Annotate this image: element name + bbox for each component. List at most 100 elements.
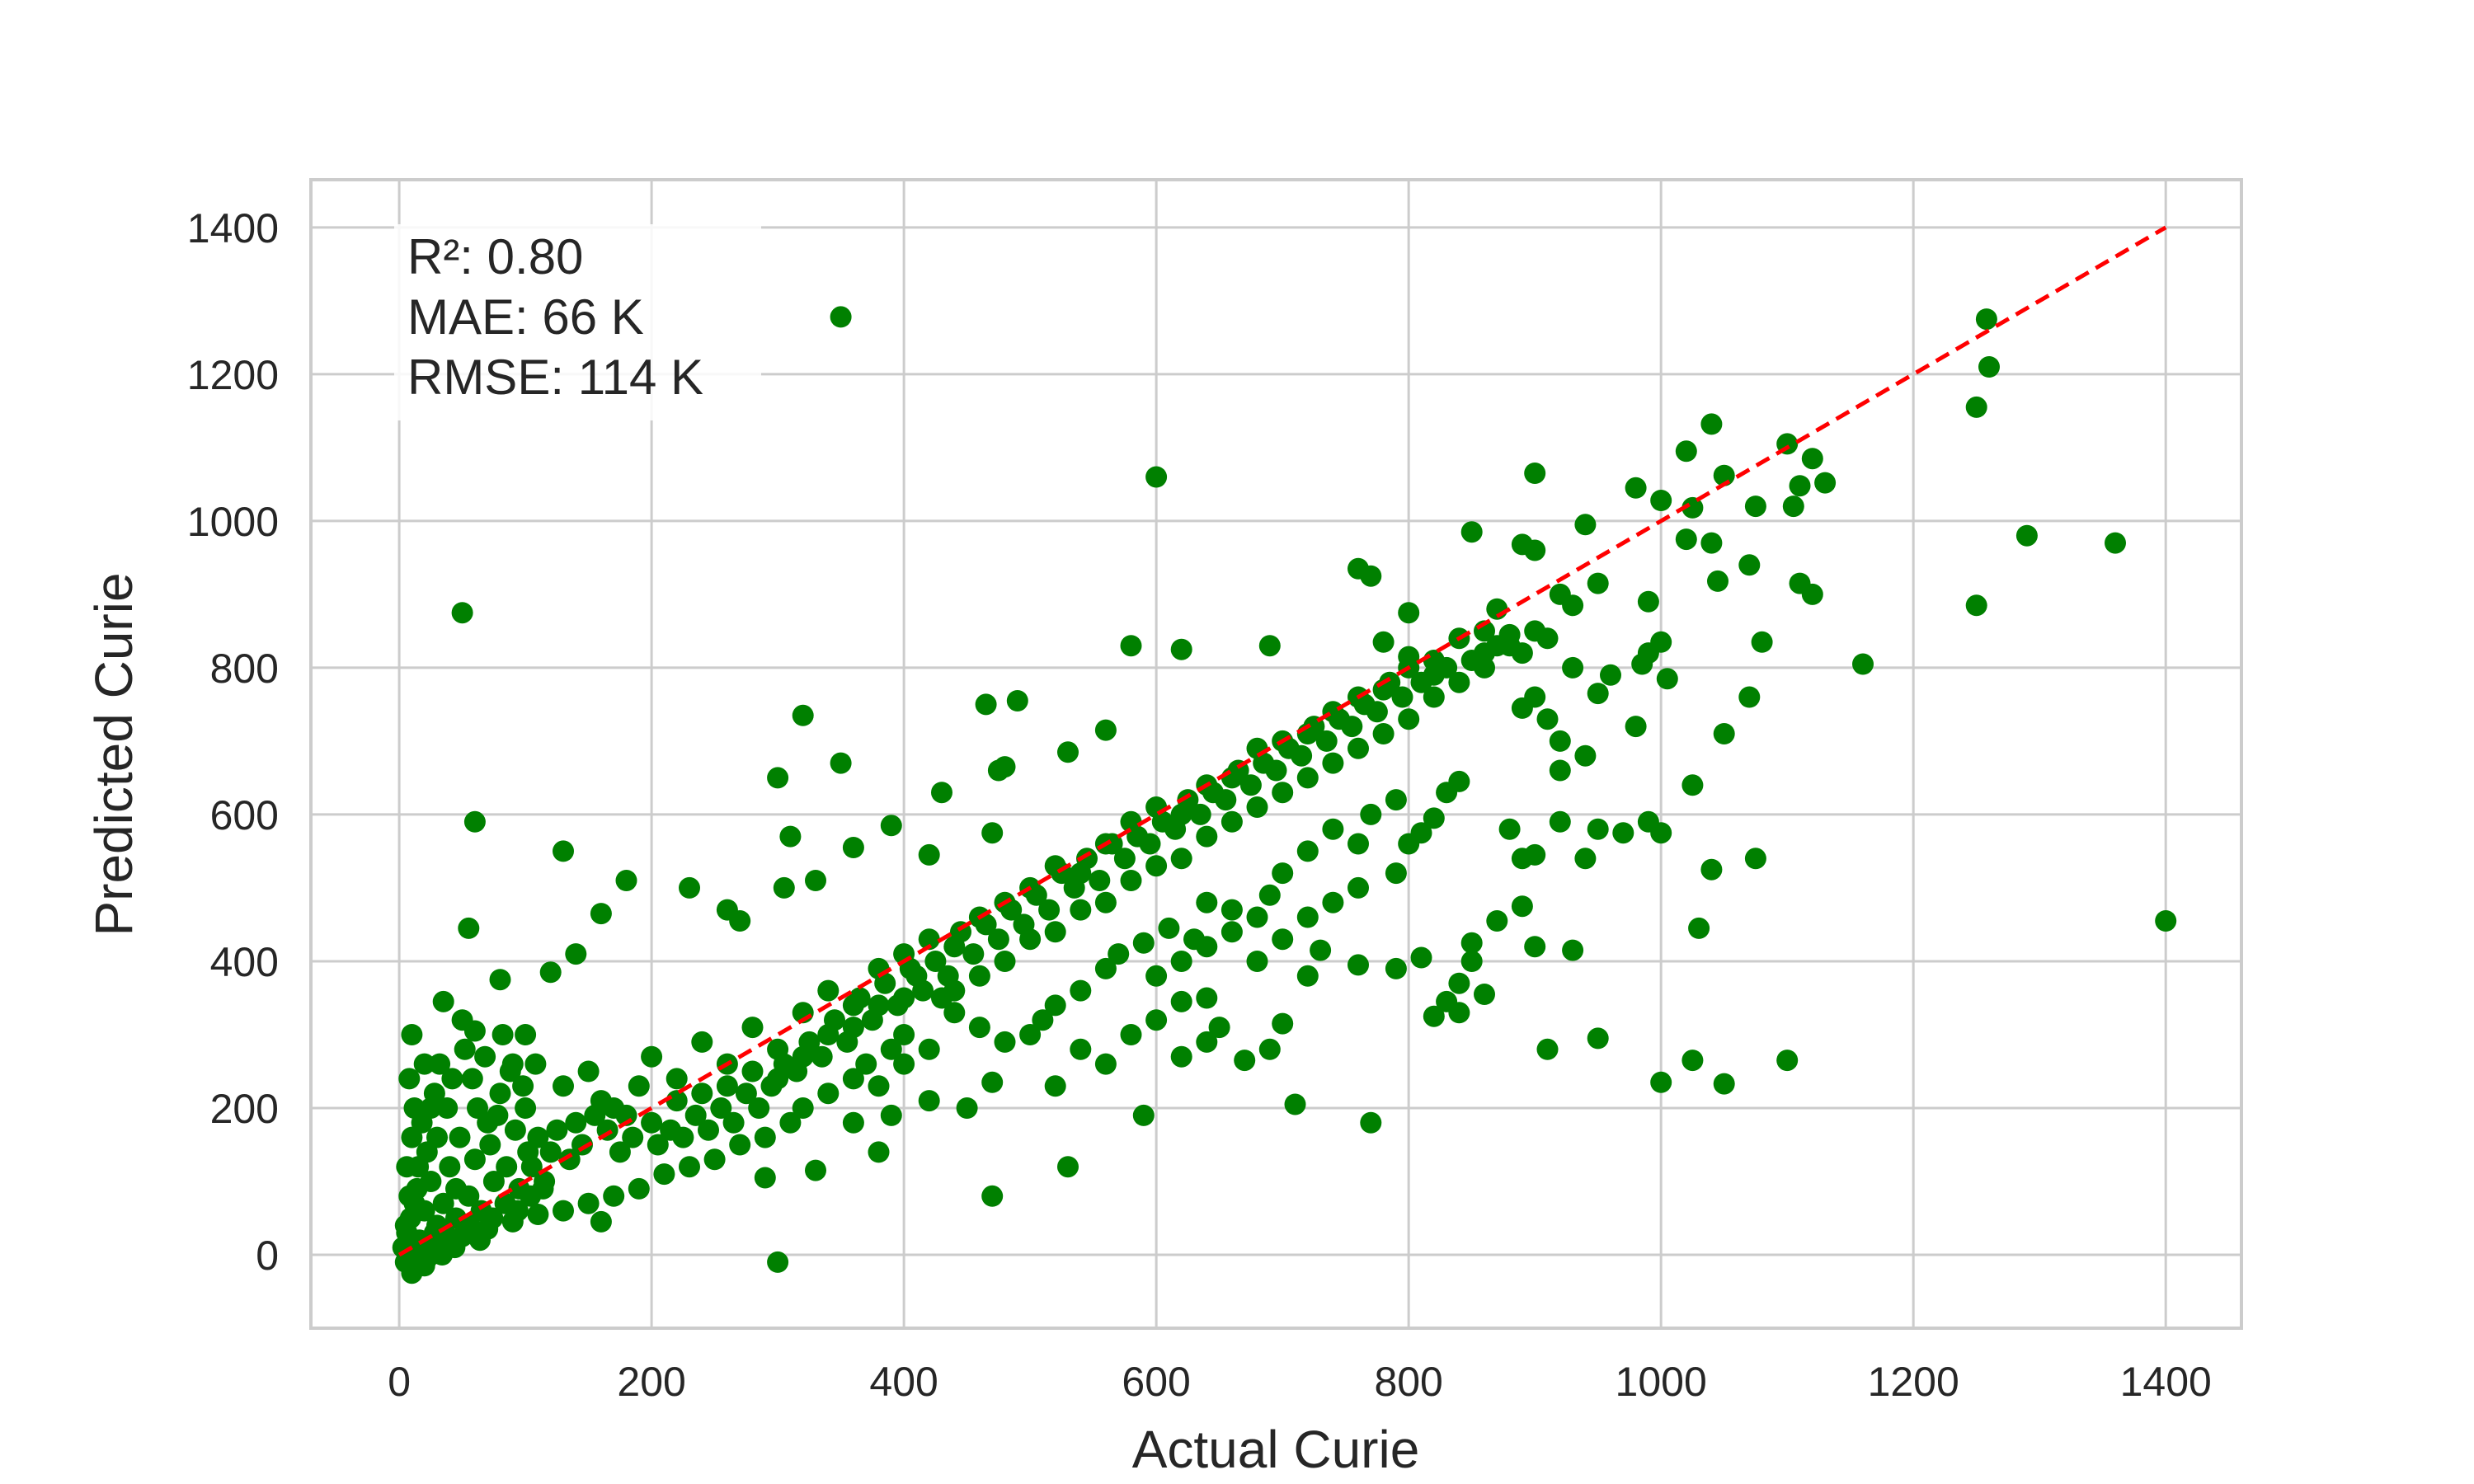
data-point <box>615 870 637 891</box>
data-point <box>628 1177 650 1200</box>
data-point <box>924 951 947 972</box>
data-point <box>429 1053 451 1075</box>
data-point <box>1965 594 1987 617</box>
data-point <box>584 1104 606 1126</box>
data-point <box>735 1082 757 1105</box>
data-point <box>729 910 751 932</box>
data-point <box>553 1200 574 1222</box>
data-point <box>546 1119 568 1141</box>
data-point <box>1272 928 1294 951</box>
data-point <box>1113 848 1136 870</box>
data-point <box>779 1111 802 1134</box>
data-point <box>1460 521 1483 543</box>
data-point <box>553 840 574 862</box>
x-tick-label: 1400 <box>2120 1359 2212 1405</box>
data-point <box>1025 884 1047 906</box>
data-point <box>1410 822 1432 844</box>
data-point <box>842 837 864 858</box>
data-point <box>817 979 840 1002</box>
data-point <box>1196 825 1218 848</box>
data-point <box>1272 782 1294 804</box>
data-point <box>1549 810 1571 833</box>
data-point <box>943 1002 966 1024</box>
data-point <box>1688 917 1710 939</box>
data-point <box>1738 554 1761 576</box>
data-point <box>1070 979 1092 1002</box>
data-point <box>1385 789 1407 811</box>
data-point <box>496 1156 518 1178</box>
data-point <box>893 1053 915 1075</box>
data-point <box>830 306 852 328</box>
data-point <box>1019 1024 1042 1045</box>
y-tick-label: 1000 <box>187 499 279 545</box>
data-point <box>1650 490 1672 511</box>
data-point <box>524 1053 547 1075</box>
data-point <box>1486 598 1508 620</box>
y-tick-label: 200 <box>210 1086 279 1132</box>
data-point <box>1852 653 1874 675</box>
data-point <box>553 1075 574 1097</box>
data-point <box>1132 1104 1155 1126</box>
stats-r2: R²: 0.80 <box>407 229 583 284</box>
data-point <box>1341 716 1363 738</box>
data-point <box>2155 910 2177 932</box>
data-point <box>1170 951 1192 972</box>
data-point <box>684 1104 707 1126</box>
data-point <box>577 1060 600 1082</box>
data-point <box>1587 683 1609 705</box>
data-point <box>2105 532 2126 554</box>
data-point <box>1044 994 1066 1017</box>
data-point <box>558 1148 581 1171</box>
data-point <box>451 602 473 624</box>
y-axis-ticks: 0 200 400 600 800 1000 1200 1400 <box>187 205 279 1279</box>
data-point <box>1385 862 1407 885</box>
data-point <box>461 1068 483 1090</box>
data-point <box>1574 848 1597 870</box>
data-point <box>499 1060 521 1082</box>
x-tick-label: 0 <box>388 1359 411 1405</box>
data-point <box>590 903 612 925</box>
data-point <box>1460 932 1483 954</box>
data-point <box>1044 921 1066 943</box>
stats-mae: MAE: 66 K <box>407 289 644 345</box>
data-point <box>1360 1111 1382 1134</box>
data-point <box>855 1053 877 1075</box>
data-point <box>1700 413 1723 435</box>
data-point <box>1789 475 1811 497</box>
data-point <box>1965 396 1987 418</box>
data-point <box>512 1075 534 1097</box>
data-point <box>1208 1017 1230 1039</box>
data-point <box>679 876 700 899</box>
data-point <box>489 969 511 991</box>
data-point <box>1170 1045 1192 1068</box>
data-point <box>1132 932 1155 954</box>
data-point <box>458 1185 480 1207</box>
data-point <box>1145 965 1168 987</box>
data-point <box>1436 656 1458 679</box>
data-point <box>1372 723 1395 744</box>
data-point <box>1164 818 1187 840</box>
data-point <box>1650 822 1672 844</box>
data-point <box>467 1097 488 1119</box>
data-point <box>441 1068 463 1090</box>
x-axis-title: Actual Curie <box>1132 1420 1420 1479</box>
data-point <box>893 1024 915 1045</box>
data-point <box>432 1192 454 1214</box>
data-point <box>482 1207 504 1229</box>
data-point <box>641 1045 663 1068</box>
data-point <box>1145 1009 1168 1031</box>
y-tick-label: 600 <box>210 792 279 838</box>
data-point <box>779 825 802 848</box>
data-point <box>975 693 997 716</box>
data-point <box>1120 870 1142 891</box>
data-point <box>1038 899 1061 921</box>
data-point <box>1296 965 1319 987</box>
data-point <box>754 1126 776 1148</box>
data-point <box>1536 1038 1559 1060</box>
data-point <box>489 1082 511 1105</box>
data-point <box>1057 1156 1079 1178</box>
data-point <box>805 870 826 891</box>
data-point <box>469 1229 491 1252</box>
data-point <box>981 822 1004 844</box>
